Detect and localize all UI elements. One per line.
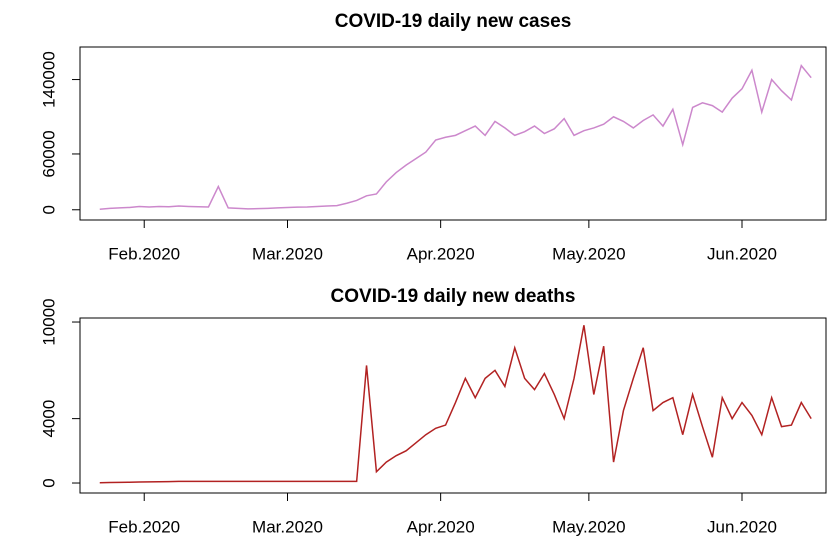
chart-title: COVID-19 daily new cases [335,11,572,32]
y-tick-label: 10000 [39,298,58,345]
x-tick-label: Feb.2020 [108,517,180,536]
data-line [99,325,812,484]
x-tick-label: Apr.2020 [407,244,475,263]
plot-frame [79,317,827,494]
x-tick-label: Jun.2020 [707,244,777,263]
x-tick-label: Mar.2020 [252,244,323,263]
data-line [99,64,812,210]
plot-frame [79,46,827,221]
y-tick-label: 4000 [39,400,58,438]
x-tick-label: May.2020 [552,517,625,536]
x-tick-label: Jun.2020 [707,517,777,536]
x-tick-label: Feb.2020 [108,244,180,263]
y-tick-label: 140000 [39,51,58,108]
x-tick-label: Mar.2020 [252,517,323,536]
y-tick-label: 60000 [39,130,58,177]
chart-title: COVID-19 daily new deaths [331,286,576,307]
x-tick-label: Apr.2020 [407,517,475,536]
x-tick-label: May.2020 [552,244,625,263]
y-tick-label: 0 [39,478,58,487]
y-tick-label: 0 [39,205,58,214]
